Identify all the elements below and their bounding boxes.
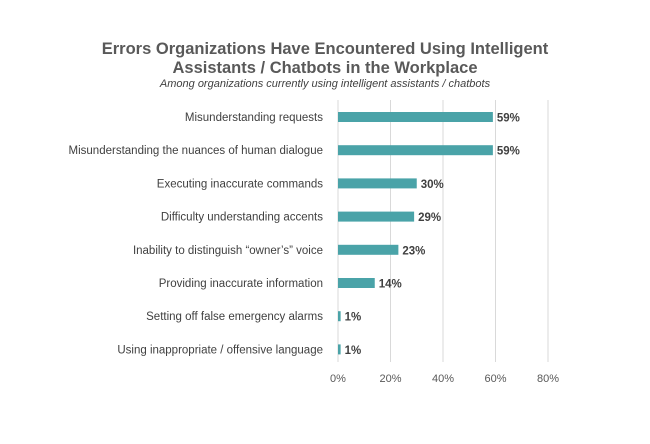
- bar-5: [338, 244, 399, 255]
- bar-6: [338, 278, 375, 288]
- category-label-2: Misunderstanding the nuances of human di…: [69, 145, 323, 157]
- value-label-4: 29%: [418, 212, 441, 224]
- x-tick-label-60: 60%: [484, 373, 506, 385]
- bar-8: [338, 344, 341, 355]
- category-label-7: Setting off false emergency alarms: [146, 311, 323, 323]
- value-label-2: 59%: [497, 146, 520, 158]
- x-tick-label-0: 0%: [330, 373, 346, 385]
- bar-3: [338, 178, 417, 189]
- bar-2: [338, 145, 493, 156]
- category-label-5: Inability to distinguish “owner’s” voice: [133, 245, 323, 257]
- value-label-6: 14%: [379, 279, 402, 291]
- chart-title: Errors Organizations Have Encountered Us…: [0, 40, 650, 78]
- category-label-6: Providing inaccurate information: [159, 278, 323, 290]
- value-label-1: 59%: [497, 113, 520, 125]
- x-tick-label-40: 40%: [432, 373, 454, 385]
- bar-4: [338, 211, 415, 222]
- value-label-3: 30%: [421, 179, 444, 191]
- x-tick-label-20: 20%: [379, 373, 401, 385]
- bar-7: [338, 311, 341, 322]
- value-label-8: 1%: [345, 345, 362, 357]
- value-label-5: 23%: [402, 245, 425, 257]
- category-label-3: Executing inaccurate commands: [157, 178, 323, 190]
- value-label-7: 1%: [345, 312, 362, 324]
- chart-title-line-2: Assistants / Chatbots in the Workplace: [172, 59, 478, 77]
- category-label-1: Misunderstanding requests: [185, 112, 323, 124]
- x-tick-label-80: 80%: [537, 373, 559, 385]
- category-label-4: Difficulty understanding accents: [161, 212, 323, 224]
- chart-subtitle: Among organizations currently using inte…: [159, 78, 491, 90]
- chart-title-line-1: Errors Organizations Have Encountered Us…: [101, 40, 549, 58]
- bar-1: [338, 112, 493, 122]
- category-label-8: Using inappropriate / offensive language: [117, 344, 323, 356]
